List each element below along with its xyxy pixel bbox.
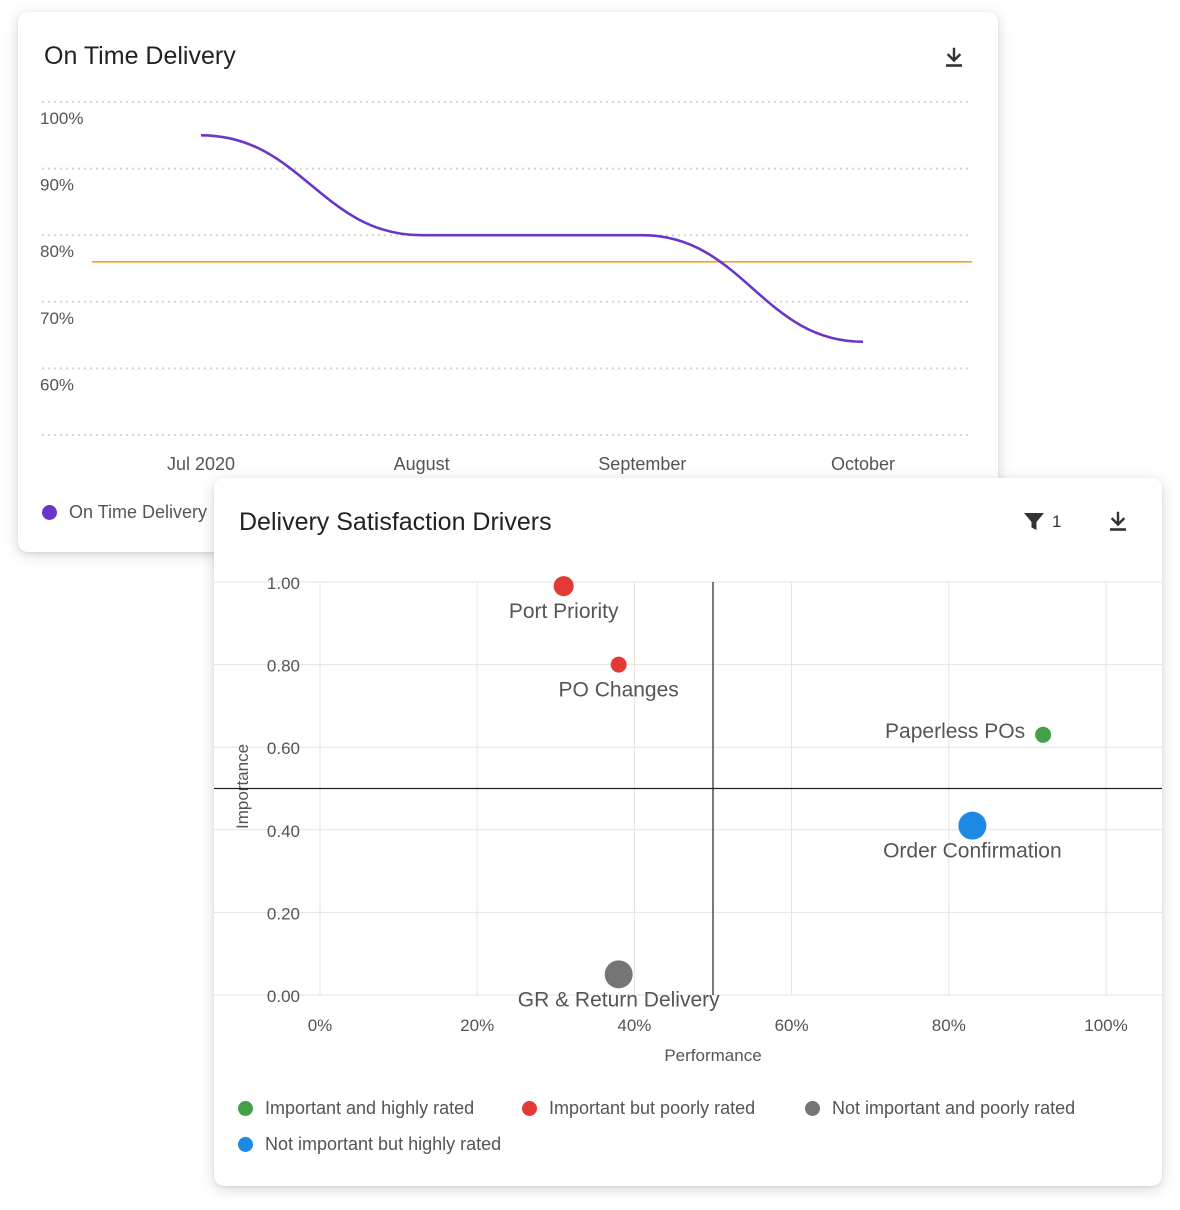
y-tick-label: 0.20	[267, 904, 300, 923]
legend-marker	[42, 505, 57, 520]
series-line-on-time-delivery	[200, 134, 864, 344]
download-icon[interactable]	[1104, 508, 1132, 536]
y-tick-label: 1.00	[267, 574, 300, 593]
download-icon[interactable]	[940, 44, 968, 72]
x-tick-label: September	[598, 454, 686, 474]
on-time-delivery-chart: 100% 90% 80% 70% 60% Jul 2020 August September O…	[40, 101, 972, 474]
legend-marker	[522, 1101, 537, 1116]
scatter-point	[958, 811, 987, 840]
x-tick-label: October	[831, 454, 895, 474]
x-tick-label: 60%	[775, 1016, 809, 1035]
filter-count: 1	[1052, 512, 1062, 531]
y-tick-label: 0.40	[267, 822, 300, 841]
y-tick-label: 70%	[40, 309, 74, 328]
point-label: Order Confirmation	[883, 840, 1062, 863]
x-tick-label: 40%	[617, 1016, 651, 1035]
point-label: Paperless POs	[885, 720, 1025, 743]
y-tick-label: 60%	[40, 375, 74, 394]
legend-marker	[805, 1101, 820, 1116]
x-tick-label: 100%	[1084, 1016, 1127, 1035]
delivery-satisfaction-title: Delivery Satisfaction Drivers	[239, 508, 552, 536]
x-tick-label: 80%	[932, 1016, 966, 1035]
on-time-delivery-title: On Time Delivery	[44, 42, 236, 70]
legend-item-on-time-delivery[interactable]: On Time Delivery	[42, 502, 207, 523]
delivery-satisfaction-card: Delivery Satisfaction Drivers 1 1.00 0.80…	[214, 478, 1162, 1186]
scatter-point	[610, 656, 627, 673]
x-axis-title: Performance	[664, 1046, 761, 1065]
x-tick-label: 20%	[460, 1016, 494, 1035]
legend-item[interactable]: Not important and poorly rated	[805, 1098, 1075, 1119]
legend-label: Not important and poorly rated	[832, 1098, 1076, 1118]
point-label: PO Changes	[559, 679, 679, 702]
scatter-point	[604, 960, 633, 989]
x-tick-label: Jul 2020	[167, 454, 235, 474]
delivery-satisfaction-chart: 1.00 0.80 0.60 0.40 0.20 0.00 0% 20% 40% 60% 80% 10…	[214, 574, 1162, 1065]
filter-button[interactable]: 1	[1020, 508, 1080, 536]
legend-label: Not important but highly rated	[265, 1134, 502, 1154]
legend-item[interactable]: Not important but highly rated	[238, 1134, 501, 1155]
x-tick-label: August	[394, 454, 450, 474]
y-tick-label: 100%	[40, 109, 83, 128]
legend-item[interactable]: Important but poorly rated	[522, 1098, 755, 1119]
y-tick-label: 80%	[40, 242, 74, 261]
y-axis-title: Importance	[233, 744, 252, 829]
legend-item[interactable]: Important and highly rated	[238, 1098, 474, 1119]
scatter-point	[553, 576, 574, 597]
legend-marker	[238, 1101, 253, 1116]
legend-label: Important but poorly rated	[549, 1098, 756, 1118]
legend-label: On Time Delivery	[69, 502, 208, 522]
on-time-delivery-card: On Time Delivery 100% 90% 80% 70% 60% Jul 202…	[18, 12, 998, 552]
y-tick-label: 0.80	[267, 657, 300, 676]
y-tick-label: 0.60	[267, 739, 300, 758]
legend-label: Important and highly rated	[265, 1098, 475, 1118]
y-tick-label: 0.00	[267, 987, 300, 1006]
y-tick-label: 90%	[40, 176, 74, 195]
point-label: Port Priority	[509, 600, 619, 623]
x-tick-label: 0%	[308, 1016, 333, 1035]
filter-icon	[1024, 513, 1044, 530]
legend-marker	[238, 1137, 253, 1152]
scatter-point	[1035, 726, 1052, 743]
point-label: GR & Return Delivery	[518, 988, 720, 1011]
